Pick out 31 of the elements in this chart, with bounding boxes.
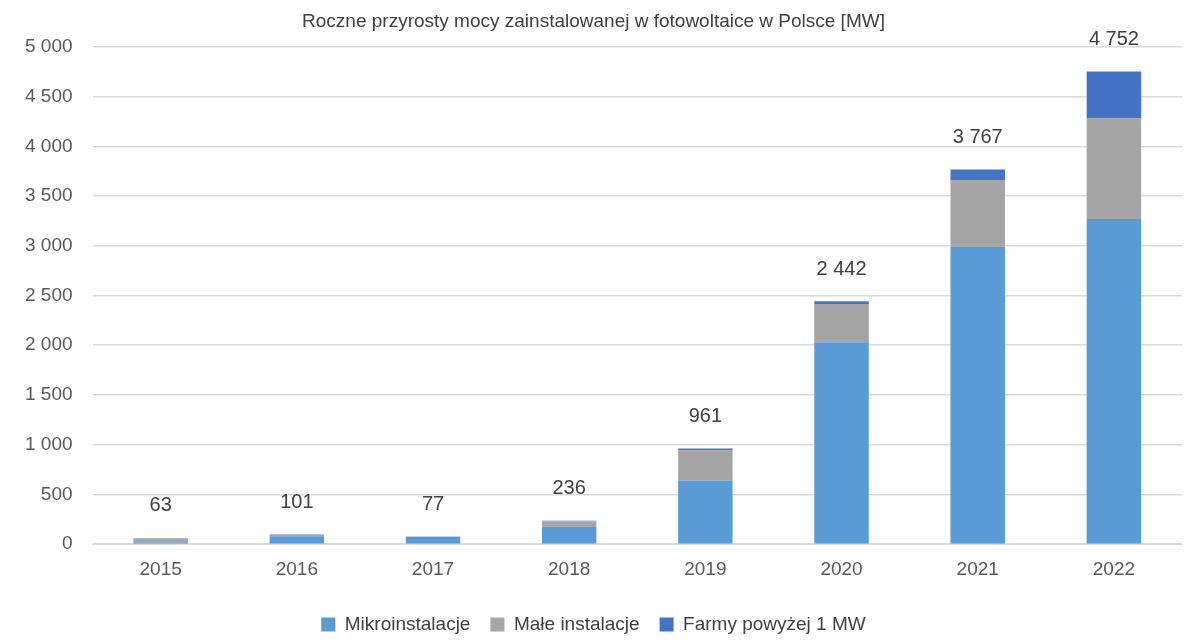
total-label: 961 [688,404,723,427]
x-tick-label: 2018 [548,557,591,579]
total-label: 101 [280,489,314,512]
x-tick-label: 2020 [820,557,863,579]
chart-title: Roczne przyrosty mocy zainstalowanej w fotowoltaice w Polsce [MW] [302,9,885,31]
total-label: 4 752 [1088,26,1139,49]
x-tick-label: 2019 [684,557,727,579]
y-tick-label: 3 000 [25,233,73,255]
y-tick-label: 4 500 [25,84,73,106]
y-tick-label: 4 000 [25,134,73,156]
y-tick-label: 2 500 [25,283,73,305]
y-tick-label: 3 500 [25,184,73,206]
x-tick-label: 2021 [956,557,999,579]
legend-label: Małe instalacje [513,612,640,634]
x-tick-label: 2015 [139,557,182,579]
y-tick-label: 1 000 [25,432,73,454]
y-tick-label: 5 000 [25,35,73,57]
y-tick-label: 2 000 [25,333,73,355]
y-tick-label: 500 [40,482,73,504]
legend-label: Farmy powyżej 1 MW [683,612,866,634]
y-tick-label: 0 [61,532,73,554]
total-label: 2 442 [816,256,867,279]
total-label: 63 [149,493,172,516]
y-tick-label: 1 500 [25,383,73,405]
x-tick-label: 2022 [1092,557,1136,579]
total-label: 77 [421,492,445,515]
legend-label: Mikroinstalacje [344,612,471,634]
x-tick-label: 2016 [275,557,318,579]
x-tick-label: 2017 [411,557,455,579]
total-label: 3 767 [952,124,1003,147]
total-label: 236 [552,476,586,499]
